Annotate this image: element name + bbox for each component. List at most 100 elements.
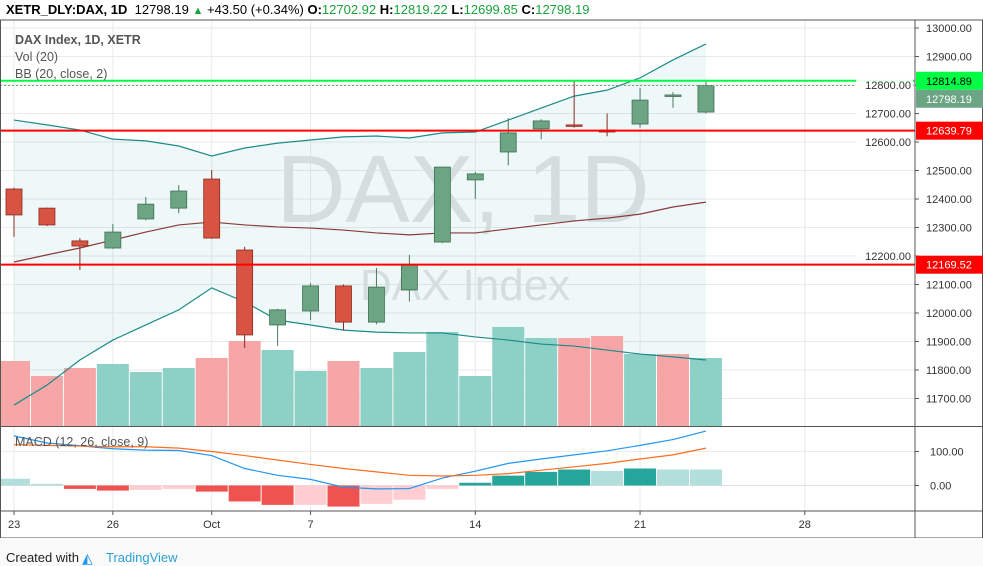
macd-histogram-bar xyxy=(393,485,426,500)
indicator-legend: DAX Index, 1D, XETR Vol (20) BB (20, clo… xyxy=(15,32,141,83)
macd-histogram-bar xyxy=(294,485,327,505)
close-value: 12798.19 xyxy=(535,2,590,17)
macd-histogram-bar xyxy=(558,469,591,486)
last-price-badge xyxy=(916,89,983,108)
candle-body xyxy=(664,94,682,97)
date-tick-label: 21 xyxy=(634,519,646,531)
macd-histogram-bar xyxy=(459,482,492,486)
volume-bar xyxy=(30,376,63,426)
macd-histogram-bar xyxy=(327,485,360,507)
candle-body xyxy=(5,188,23,216)
footer: Created with ◭ TradingView xyxy=(0,538,983,566)
candle-body xyxy=(565,124,583,127)
candle-body xyxy=(269,309,287,326)
high-label: H: xyxy=(379,2,394,17)
price-change: +43.50 (+0.34%) xyxy=(206,2,304,17)
candle-body xyxy=(170,190,188,209)
bollinger-upper-line xyxy=(13,43,707,157)
volume-bar xyxy=(426,332,459,426)
level-label: 12814.89 xyxy=(926,76,972,88)
candle-body xyxy=(532,120,550,130)
price-tick-label: 12100.00 xyxy=(926,280,972,292)
price-tick-label-bg xyxy=(856,249,913,263)
price-tick-label: 12600.00 xyxy=(865,137,911,149)
up-arrow-icon: ▲ xyxy=(192,5,204,17)
macd-histogram-bar xyxy=(96,485,129,491)
candle-body xyxy=(433,166,451,243)
level-label: 12639.79 xyxy=(926,126,972,138)
macd-histogram-bar xyxy=(492,475,525,486)
candle-body xyxy=(335,285,352,323)
symbol-name: XETR_DLY:DAX, 1D xyxy=(6,2,128,17)
volume-bar xyxy=(129,372,162,426)
macd-histogram-bar xyxy=(689,469,722,486)
volume-bar xyxy=(162,368,195,426)
macd-histogram-bar xyxy=(162,485,195,489)
watermark-symbol: DAX, 1D xyxy=(276,136,649,243)
last-price: 12798.19 xyxy=(134,2,189,17)
macd-histogram-bar xyxy=(360,485,393,504)
volume-bar xyxy=(624,354,657,426)
macd-tick-label: 0.00 xyxy=(930,481,951,493)
level-badge xyxy=(916,255,983,274)
open-label: O: xyxy=(307,2,322,17)
tradingview-link[interactable]: TradingView xyxy=(106,550,178,565)
bollinger-middle-line xyxy=(13,201,707,263)
macd-histogram-bar xyxy=(228,485,261,502)
bollinger-lower-line xyxy=(13,287,707,406)
level-badge xyxy=(916,71,983,90)
volume-bar xyxy=(360,368,393,426)
macd-histogram-bar xyxy=(195,485,228,492)
candle-body xyxy=(203,178,221,239)
volume-bar xyxy=(63,368,96,426)
volume-bar xyxy=(294,371,327,426)
date-tick-label: 28 xyxy=(799,519,811,531)
volume-bar xyxy=(657,354,689,426)
volume-bar xyxy=(525,338,558,426)
low-value: 12699.85 xyxy=(463,2,518,17)
price-tick-label-bg xyxy=(856,106,913,121)
volume-bar xyxy=(492,327,525,426)
candle-body xyxy=(71,240,89,247)
high-value: 12819.22 xyxy=(393,2,448,17)
volume-bar xyxy=(195,358,228,426)
volume-bar xyxy=(261,350,294,426)
volume-bar xyxy=(459,376,492,426)
macd-line xyxy=(13,430,707,490)
price-tick-label: 12800.00 xyxy=(865,80,911,92)
price-tick-label: 12400.00 xyxy=(926,194,972,206)
date-tick-label: 7 xyxy=(307,519,313,531)
date-tick-label: 14 xyxy=(469,519,481,531)
legend-macd[interactable]: MACD (12, 26, close, 9) xyxy=(15,435,149,449)
volume-bar xyxy=(96,364,129,426)
volume-bar xyxy=(0,361,30,426)
candle-body xyxy=(38,207,56,226)
close-label: C: xyxy=(521,2,536,17)
open-value: 12702.92 xyxy=(321,2,377,17)
price-tick-label: 12200.00 xyxy=(865,251,911,263)
macd-histogram-bar xyxy=(657,469,689,486)
volume-bar xyxy=(327,361,360,426)
price-tick-label: 12700.00 xyxy=(865,109,911,121)
macd-histogram-bar xyxy=(591,470,624,486)
price-tick-label-bg xyxy=(856,135,913,149)
price-tick-label: 13000.00 xyxy=(926,23,972,35)
macd-tick-label: 100.00 xyxy=(930,447,964,459)
legend-title[interactable]: DAX Index, 1D, XETR xyxy=(15,33,141,47)
price-tick-label: 11800.00 xyxy=(926,365,971,377)
chart-canvas[interactable]: DAX, 1D DAX Index 13000.00 12900.00 12800.00… xyxy=(0,0,983,540)
watermark-name: DAX Index xyxy=(360,261,570,310)
legend-volume[interactable]: Vol (20) xyxy=(15,50,59,64)
candle-body xyxy=(466,173,484,181)
volume-bar xyxy=(228,341,261,426)
volume-bar xyxy=(393,352,426,426)
macd-histogram-bar xyxy=(261,485,294,505)
bollinger-band-fill xyxy=(14,43,706,406)
candle-body xyxy=(137,203,155,220)
candle-body xyxy=(499,132,517,153)
last-price-label: 12798.19 xyxy=(926,94,972,106)
legend-bollinger[interactable]: BB (20, close, 2) xyxy=(15,67,108,81)
candle-body xyxy=(104,231,122,249)
macd-histogram-bar xyxy=(624,468,657,486)
